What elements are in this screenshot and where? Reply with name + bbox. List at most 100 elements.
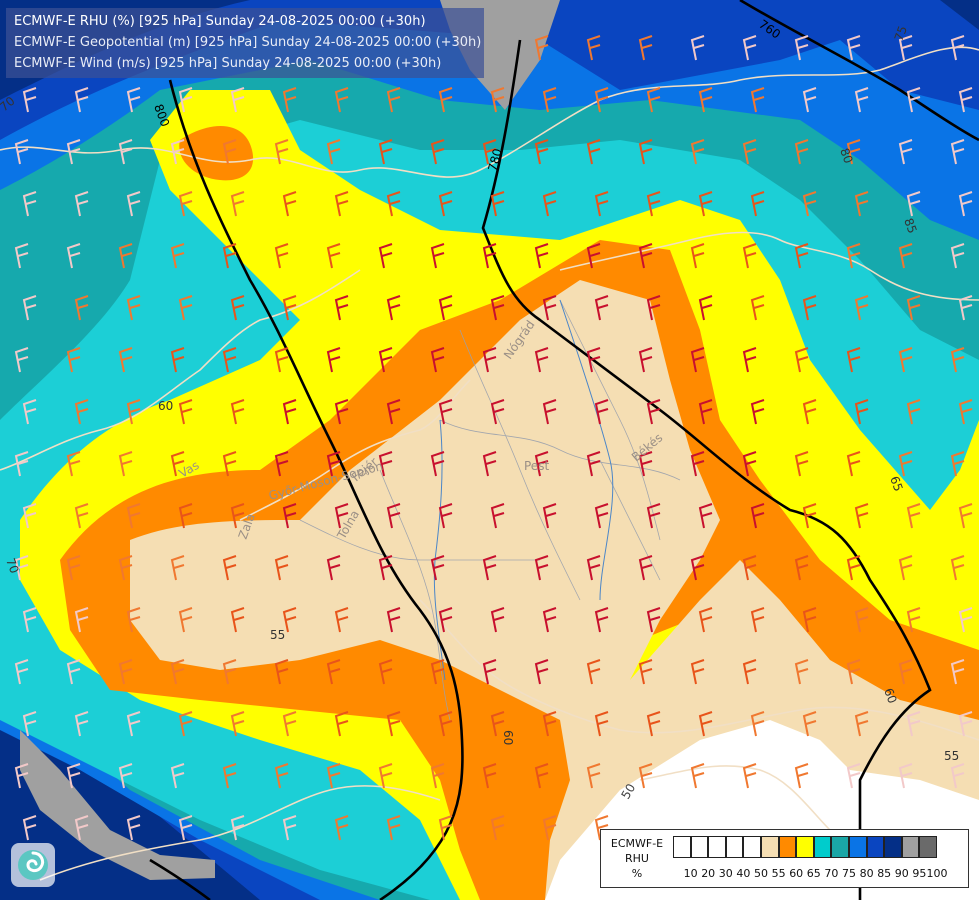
wind-barb: [898, 451, 913, 477]
wind-barb: [282, 607, 297, 633]
wind-barb: [854, 191, 869, 217]
place-pest: Pest: [524, 459, 549, 473]
wind-barb: [690, 139, 705, 165]
rh-80-label: 80: [837, 146, 855, 165]
wind-barb: [222, 451, 237, 477]
wind-barb: [586, 139, 601, 165]
wind-barb: [586, 763, 601, 789]
wind-barb: [178, 503, 193, 529]
legend-tick: 70: [824, 867, 839, 880]
legend-tick: 80: [859, 867, 874, 880]
wind-barb: [274, 555, 289, 581]
legend-swatch: [743, 836, 761, 858]
wind-barb: [750, 87, 765, 113]
wind-barb: [126, 711, 141, 737]
wind-barb: [222, 659, 237, 685]
legend-tick: 30: [718, 867, 733, 880]
wind-barb: [906, 399, 921, 425]
wind-barb: [386, 87, 401, 113]
wind-barb: [230, 399, 245, 425]
wind-barb: [846, 659, 861, 685]
wind-barb: [438, 87, 453, 113]
wind-barb: [794, 451, 809, 477]
wind-barb: [958, 295, 973, 321]
wind-barb: [118, 763, 133, 789]
rh-65-label: 65: [887, 474, 905, 493]
wind-barb: [898, 35, 913, 61]
wind-barb: [846, 139, 861, 165]
wind-barb: [74, 399, 89, 425]
rh-50-label: 50: [618, 781, 638, 801]
wind-barb: [438, 399, 453, 425]
wind-barb: [282, 87, 297, 113]
legend-swatch: [708, 836, 726, 858]
wind-barb: [898, 347, 913, 373]
wind-barb: [742, 243, 757, 269]
wind-barb: [646, 295, 661, 321]
wind-barb: [802, 295, 817, 321]
wind-barb: [326, 451, 341, 477]
wind-barb: [594, 607, 609, 633]
wind-barb: [118, 451, 133, 477]
wind-barb: [170, 243, 185, 269]
wind-barb: [586, 35, 601, 61]
map-header: ECMWF-E RHU (%) [925 hPa] Sunday 24-08-2…: [6, 8, 484, 78]
legend-tick: 85: [877, 867, 892, 880]
wind-barb: [534, 451, 549, 477]
wind-barb: [950, 243, 965, 269]
wind-barb: [586, 555, 601, 581]
wind-barb: [594, 191, 609, 217]
header-rh-line: ECMWF-E RHU (%) [925 hPa] Sunday 24-08-2…: [14, 14, 426, 29]
wind-barb: [230, 191, 245, 217]
wind-barb: [386, 399, 401, 425]
wind-barb: [14, 243, 29, 269]
wind-barb: [594, 503, 609, 529]
wind-barb: [170, 139, 185, 165]
wind-barb: [378, 451, 393, 477]
wind-barb: [118, 139, 133, 165]
wind-barb: [430, 451, 445, 477]
wind-barb: [594, 815, 609, 841]
wind-barb: [950, 555, 965, 581]
wind-barb: [698, 711, 713, 737]
wind-barb: [742, 555, 757, 581]
wind-barb: [534, 139, 549, 165]
wind-barb: [74, 87, 89, 113]
wind-barb: [170, 451, 185, 477]
wind-barb: [386, 191, 401, 217]
wind-barb: [698, 607, 713, 633]
legend-swatch: [849, 836, 867, 858]
rh-70a-label: 70: [3, 556, 21, 575]
wind-barb: [66, 243, 81, 269]
wind-barb: [126, 399, 141, 425]
wind-barb: [638, 763, 653, 789]
wind-barb: [178, 399, 193, 425]
logo[interactable]: [11, 843, 55, 887]
wind-barb: [126, 503, 141, 529]
wind-barb: [170, 347, 185, 373]
wind-barb: [22, 607, 37, 633]
wind-barb: [638, 35, 653, 61]
wind-barb: [698, 191, 713, 217]
wind-barb: [430, 555, 445, 581]
rh-90-patch-southwest: [20, 730, 215, 880]
wind-barb: [586, 659, 601, 685]
wind-barb: [586, 347, 601, 373]
wind-barb: [482, 659, 497, 685]
wind-barb: [178, 711, 193, 737]
wind-barb: [386, 607, 401, 633]
wind-barb: [230, 607, 245, 633]
wind-barb: [334, 815, 349, 841]
wind-barb: [750, 399, 765, 425]
wind-barb: [958, 503, 973, 529]
wind-barb: [698, 503, 713, 529]
wind-barb: [742, 763, 757, 789]
wind-barb: [282, 399, 297, 425]
wind-barb: [490, 607, 505, 633]
wind-barb: [482, 139, 497, 165]
wind-barb: [170, 763, 185, 789]
wind-barb: [430, 243, 445, 269]
rh-60b-label: 60: [881, 686, 899, 705]
wind-barb: [542, 711, 557, 737]
